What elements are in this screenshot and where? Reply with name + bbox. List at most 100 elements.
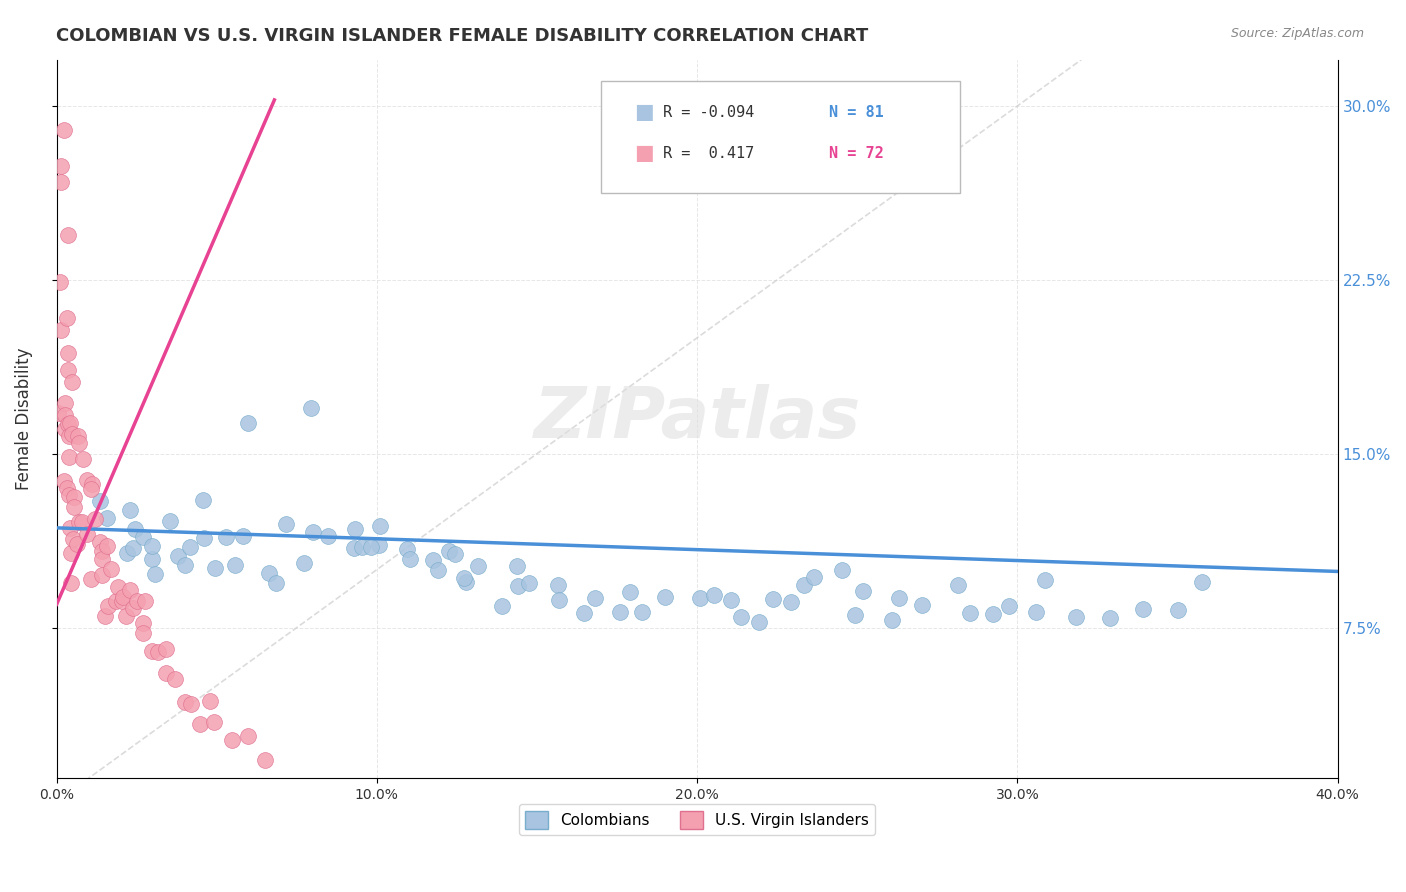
Point <box>198 694 221 708</box>
Point <box>720 592 742 607</box>
Point <box>148 645 170 659</box>
Point <box>60 576 83 591</box>
Point <box>104 594 127 608</box>
Point <box>97 599 120 613</box>
Point <box>703 588 725 602</box>
Point <box>1191 574 1213 589</box>
Point <box>395 541 418 556</box>
Point <box>299 401 322 415</box>
Point <box>368 519 391 533</box>
Point <box>427 564 450 578</box>
Point <box>572 607 595 621</box>
Point <box>368 538 391 552</box>
Point <box>115 546 138 560</box>
Point <box>56 481 79 495</box>
Point <box>508 579 530 593</box>
Point <box>58 417 80 432</box>
Point <box>91 552 114 566</box>
Point <box>80 572 103 586</box>
Point <box>437 544 460 558</box>
Point <box>62 533 84 547</box>
Point <box>959 606 981 620</box>
Point <box>53 396 76 410</box>
Point <box>264 576 287 591</box>
Point <box>254 753 277 767</box>
FancyBboxPatch shape <box>600 81 960 193</box>
Point <box>1025 605 1047 619</box>
Y-axis label: Female Disability: Female Disability <box>15 348 32 491</box>
Point <box>780 595 803 609</box>
Point <box>100 562 122 576</box>
Point <box>59 521 82 535</box>
Point <box>93 609 115 624</box>
Point <box>619 585 641 599</box>
Text: COLOMBIAN VS U.S. VIRGIN ISLANDER FEMALE DISABILITY CORRELATION CHART: COLOMBIAN VS U.S. VIRGIN ISLANDER FEMALE… <box>56 27 869 45</box>
Point <box>46 406 69 420</box>
Point <box>748 615 770 629</box>
Point <box>444 547 467 561</box>
Point <box>221 732 243 747</box>
Point <box>155 665 177 680</box>
Point <box>730 610 752 624</box>
Point <box>224 558 246 572</box>
Point <box>360 541 382 555</box>
Point <box>70 515 93 529</box>
Point <box>803 570 825 584</box>
Point <box>453 571 475 585</box>
Point <box>143 567 166 582</box>
Point <box>193 531 215 545</box>
Point <box>60 427 83 442</box>
Point <box>118 583 141 598</box>
Point <box>302 524 325 539</box>
Point <box>134 594 156 608</box>
Point <box>58 450 80 465</box>
Point <box>96 511 118 525</box>
Point <box>49 276 72 290</box>
Point <box>127 594 149 608</box>
Point <box>141 644 163 658</box>
Point <box>51 159 73 173</box>
Point <box>132 626 155 640</box>
Point <box>89 535 111 549</box>
Point <box>188 716 211 731</box>
Point <box>180 698 202 712</box>
Point <box>506 559 529 574</box>
Point <box>630 605 652 619</box>
Point <box>122 601 145 615</box>
Point <box>80 482 103 496</box>
Point <box>191 492 214 507</box>
Point <box>215 530 238 544</box>
Point <box>67 516 90 530</box>
Point <box>844 607 866 622</box>
Point <box>58 429 80 443</box>
Point <box>350 541 373 555</box>
Point <box>112 591 135 605</box>
Text: ZIPatlas: ZIPatlas <box>533 384 860 453</box>
Point <box>76 526 98 541</box>
Point <box>51 175 73 189</box>
Point <box>53 123 76 137</box>
Text: ■: ■ <box>634 102 654 122</box>
Point <box>343 522 366 536</box>
Point <box>53 422 76 436</box>
Point <box>83 512 105 526</box>
Point <box>1098 610 1121 624</box>
Point <box>232 529 254 543</box>
Point <box>609 605 631 619</box>
Point <box>1132 602 1154 616</box>
Point <box>56 346 79 360</box>
Point <box>132 530 155 544</box>
Text: R = -0.094: R = -0.094 <box>662 104 754 120</box>
Point <box>132 616 155 631</box>
Point <box>1033 573 1056 587</box>
Text: R =  0.417: R = 0.417 <box>662 145 754 161</box>
Point <box>120 502 142 516</box>
Point <box>91 568 114 582</box>
Point <box>583 591 606 606</box>
Point <box>59 546 82 560</box>
Point <box>547 578 569 592</box>
Point <box>124 522 146 536</box>
Point <box>111 594 134 608</box>
Point <box>91 544 114 558</box>
Point <box>762 592 785 607</box>
